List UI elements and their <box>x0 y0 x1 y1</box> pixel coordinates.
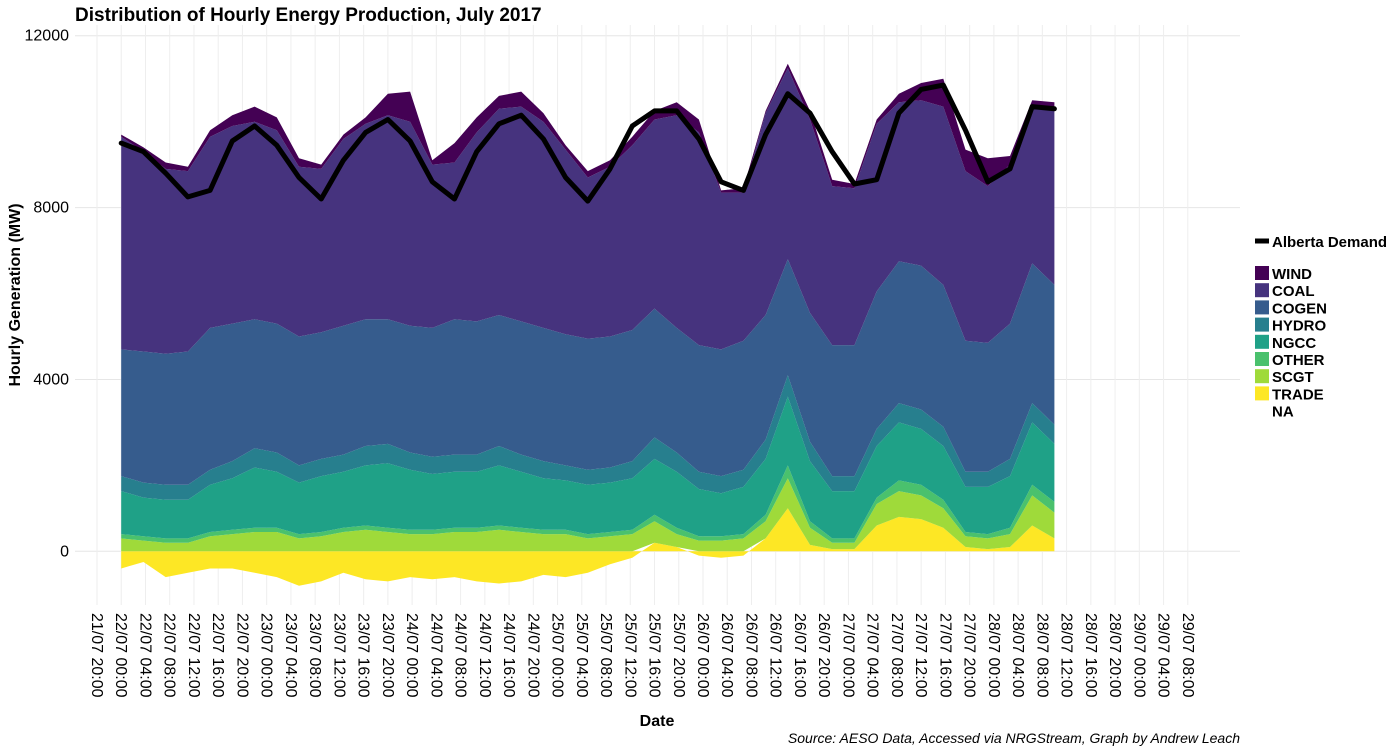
legend-key-coal <box>1255 283 1269 298</box>
x-tick-label: 22/07 16:00 <box>209 613 226 698</box>
x-tick-label: 24/07 12:00 <box>476 613 493 698</box>
x-tick-label: 24/07 08:00 <box>452 613 469 698</box>
x-tick-label: 24/07 04:00 <box>427 613 444 698</box>
y-axis-ticks: 0 4000 8000 12000 <box>25 28 70 561</box>
stacked-areas <box>121 63 1055 586</box>
x-tick-label: 27/07 12:00 <box>912 613 929 698</box>
x-tick-label: 26/07 12:00 <box>767 613 784 698</box>
x-tick-label: 29/07 08:00 <box>1179 613 1196 698</box>
x-tick-label: 22/07 08:00 <box>161 613 178 698</box>
x-tick-label: 25/07 08:00 <box>597 613 614 698</box>
y-tick-label: 0 <box>60 543 69 560</box>
y-axis-title: Hourly Generation (MW) <box>7 203 24 386</box>
legend-key-ngcc <box>1255 334 1269 349</box>
area-ngcc <box>121 396 1055 539</box>
x-tick-label: 25/07 16:00 <box>646 613 663 698</box>
area-trade <box>121 508 1055 586</box>
x-tick-label: 29/07 04:00 <box>1155 613 1172 698</box>
x-tick-label: 26/07 16:00 <box>791 613 808 698</box>
legend-key-trade <box>1255 386 1269 401</box>
legend-label-cogen: COGEN <box>1272 300 1327 317</box>
x-tick-label: 28/07 04:00 <box>1009 613 1026 698</box>
legend-label-scgt: SCGT <box>1272 369 1314 386</box>
caption: Source: AESO Data, Accessed via NRGStrea… <box>788 730 1240 746</box>
x-tick-label: 27/07 16:00 <box>936 613 953 698</box>
alberta-demand-line <box>118 82 1057 204</box>
legend: Alberta Demand WINDCOALCOGENHYDRONGCCOTHE… <box>1255 234 1387 421</box>
legend-label-hydro: HYDRO <box>1272 318 1327 335</box>
legend-label-demand: Alberta Demand <box>1272 234 1387 251</box>
y-tick-label: 4000 <box>33 371 69 388</box>
x-tick-label: 22/07 00:00 <box>112 613 129 698</box>
x-axis-title: Date <box>640 713 675 730</box>
legend-label-na: NA <box>1272 404 1294 421</box>
x-tick-label: 23/07 08:00 <box>306 613 323 698</box>
demand-line-layer <box>118 82 1057 204</box>
x-tick-label: 28/07 16:00 <box>1082 613 1099 698</box>
x-tick-label: 25/07 00:00 <box>549 613 566 698</box>
legend-key-other <box>1255 352 1269 366</box>
legend-label-wind: WIND <box>1272 266 1312 283</box>
x-tick-label: 28/07 12:00 <box>1058 613 1075 698</box>
x-tick-label: 29/07 00:00 <box>1130 613 1147 698</box>
legend-label-other: OTHER <box>1272 352 1325 369</box>
x-tick-label: 22/07 12:00 <box>185 613 202 698</box>
area-hydro <box>121 375 1055 500</box>
chart-title: Distribution of Hourly Energy Production… <box>75 5 542 26</box>
area-coal <box>121 68 1055 354</box>
x-tick-label: 22/07 04:00 <box>137 613 154 698</box>
x-tick-label: 23/07 20:00 <box>379 613 396 698</box>
x-tick-label: 27/07 04:00 <box>864 613 881 698</box>
x-tick-label: 28/07 20:00 <box>1106 613 1123 698</box>
x-tick-label: 27/07 00:00 <box>839 613 856 698</box>
x-tick-label: 26/07 04:00 <box>718 613 735 698</box>
x-tick-label: 27/07 08:00 <box>888 613 905 698</box>
x-tick-label: 28/07 08:00 <box>1033 613 1050 698</box>
legend-key-hydro <box>1255 317 1269 332</box>
x-tick-label: 23/07 04:00 <box>282 613 299 698</box>
x-tick-label: 26/07 20:00 <box>815 613 832 698</box>
area-scgt <box>121 478 1055 552</box>
legend-label-ngcc: NGCC <box>1272 335 1316 352</box>
legend-label-trade: TRADE <box>1272 386 1324 403</box>
legend-key-cogen <box>1255 300 1269 315</box>
x-tick-label: 24/07 00:00 <box>403 613 420 698</box>
x-tick-label: 26/07 08:00 <box>743 613 760 698</box>
x-axis-ticks: 21/07 20:00 22/07 00:00 22/07 04:00 22/07 0… <box>88 613 1196 698</box>
x-tick-label: 25/07 20:00 <box>670 613 687 698</box>
legend-label-coal: COAL <box>1272 283 1315 300</box>
x-tick-label: 25/07 12:00 <box>621 613 638 698</box>
x-tick-label: 24/07 16:00 <box>500 613 517 698</box>
area-cogen <box>121 259 1055 485</box>
area-other <box>121 465 1055 543</box>
x-tick-label: 21/07 20:00 <box>88 613 105 698</box>
x-tick-label: 23/07 00:00 <box>258 613 275 698</box>
x-tick-label: 28/07 00:00 <box>985 613 1002 698</box>
x-tick-label: 26/07 00:00 <box>694 613 711 698</box>
legend-key-wind <box>1255 266 1269 280</box>
x-tick-label: 23/07 12:00 <box>330 613 347 698</box>
x-tick-label: 27/07 20:00 <box>961 613 978 698</box>
x-tick-label: 25/07 04:00 <box>573 613 590 698</box>
y-tick-label: 12000 <box>25 28 70 45</box>
x-tick-label: 24/07 20:00 <box>524 613 541 698</box>
y-tick-label: 8000 <box>33 200 69 217</box>
x-tick-label: 22/07 20:00 <box>233 613 250 698</box>
x-tick-label: 23/07 16:00 <box>355 613 372 698</box>
legend-key-scgt <box>1255 369 1269 384</box>
